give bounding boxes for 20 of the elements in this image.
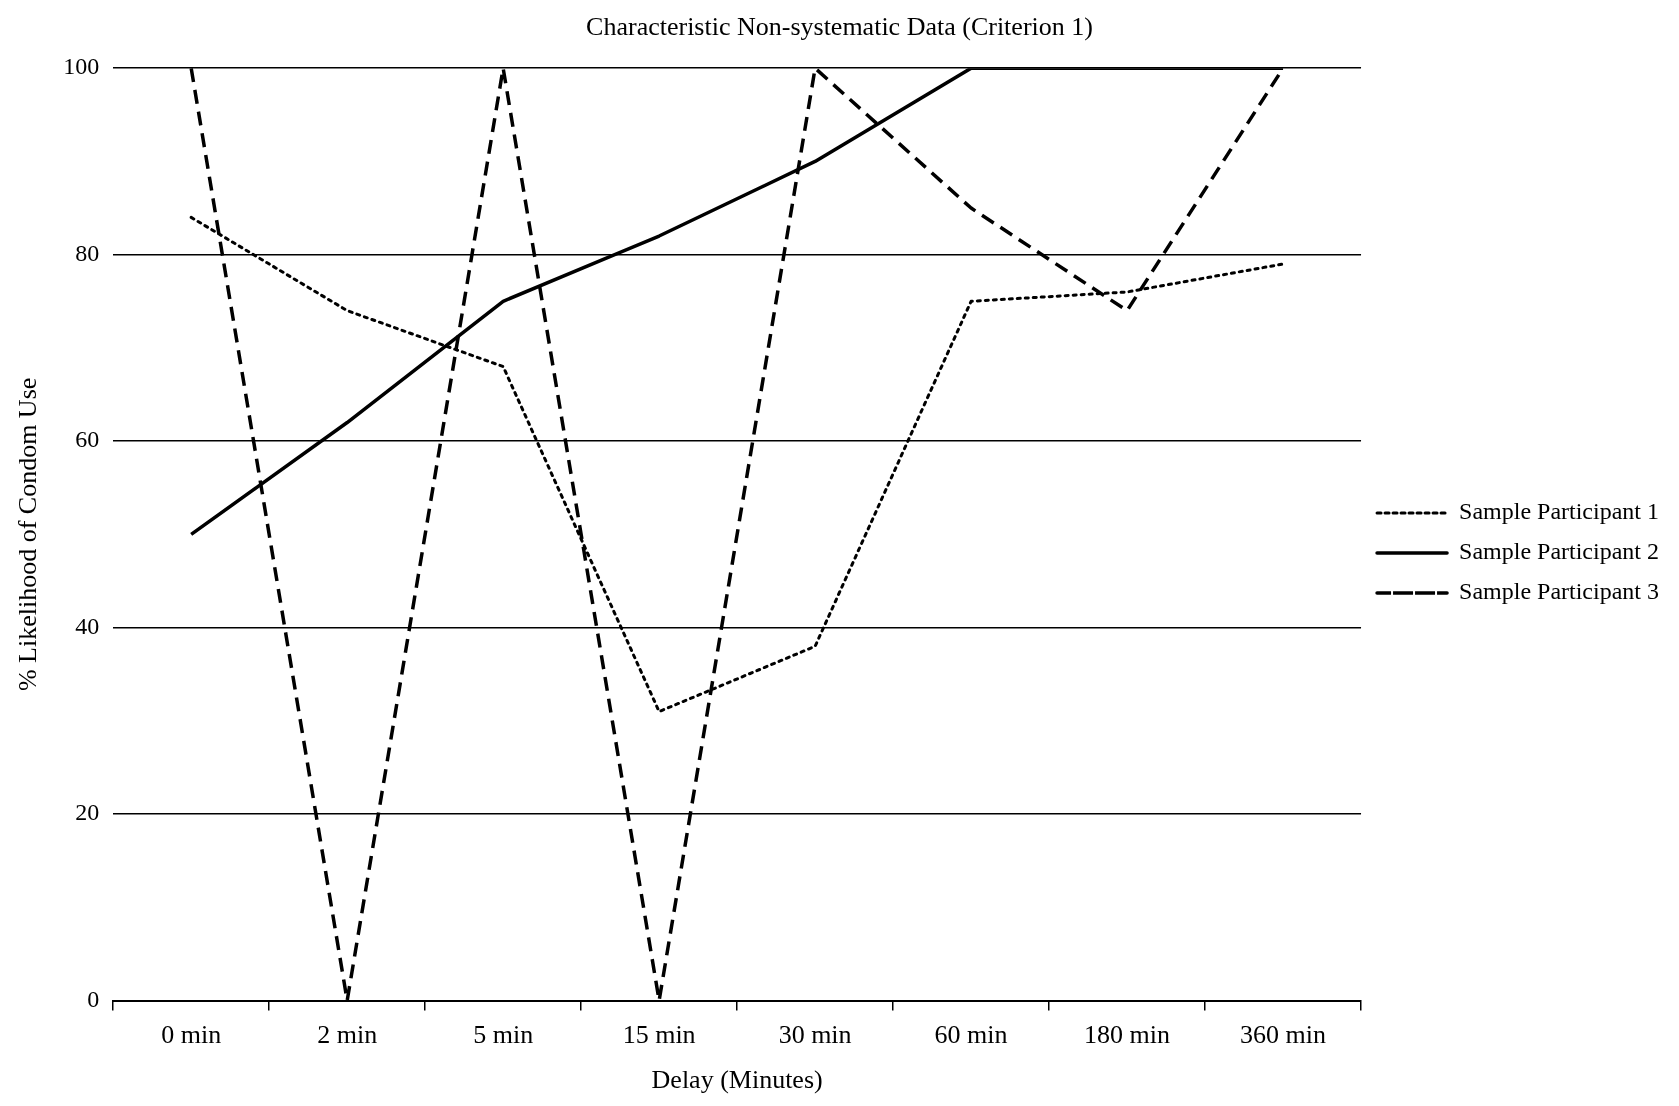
- y-tick-label: 40: [75, 612, 100, 639]
- legend-label: Sample Participant 3: [1459, 578, 1660, 605]
- x-tick-label: 5 min: [473, 1020, 534, 1050]
- y-tick-label: 80: [75, 239, 100, 266]
- y-tick-label: 0: [87, 985, 100, 1012]
- y-tick-label: 100: [63, 53, 100, 80]
- y-axis-title: % Likelihood of Condom Use: [13, 377, 43, 692]
- chart-title: Characteristic Non-systematic Data (Criterion 1): [586, 12, 1093, 42]
- x-tick-label: 2 min: [317, 1020, 378, 1050]
- x-tick-label: 30 min: [778, 1020, 852, 1050]
- y-tick-label: 60: [75, 426, 100, 453]
- x-tick-label: 15 min: [622, 1020, 696, 1050]
- x-tick-label: 0 min: [161, 1020, 222, 1050]
- legend-label: Sample Participant 2: [1459, 538, 1660, 565]
- y-tick-label: 20: [75, 799, 100, 826]
- x-axis-title: Delay (Minutes): [651, 1065, 823, 1095]
- x-tick-label: 180 min: [1084, 1020, 1171, 1050]
- legend-label: Sample Participant 1: [1459, 498, 1660, 525]
- x-tick-label: 360 min: [1240, 1020, 1327, 1050]
- x-tick-label: 60 min: [934, 1020, 1008, 1050]
